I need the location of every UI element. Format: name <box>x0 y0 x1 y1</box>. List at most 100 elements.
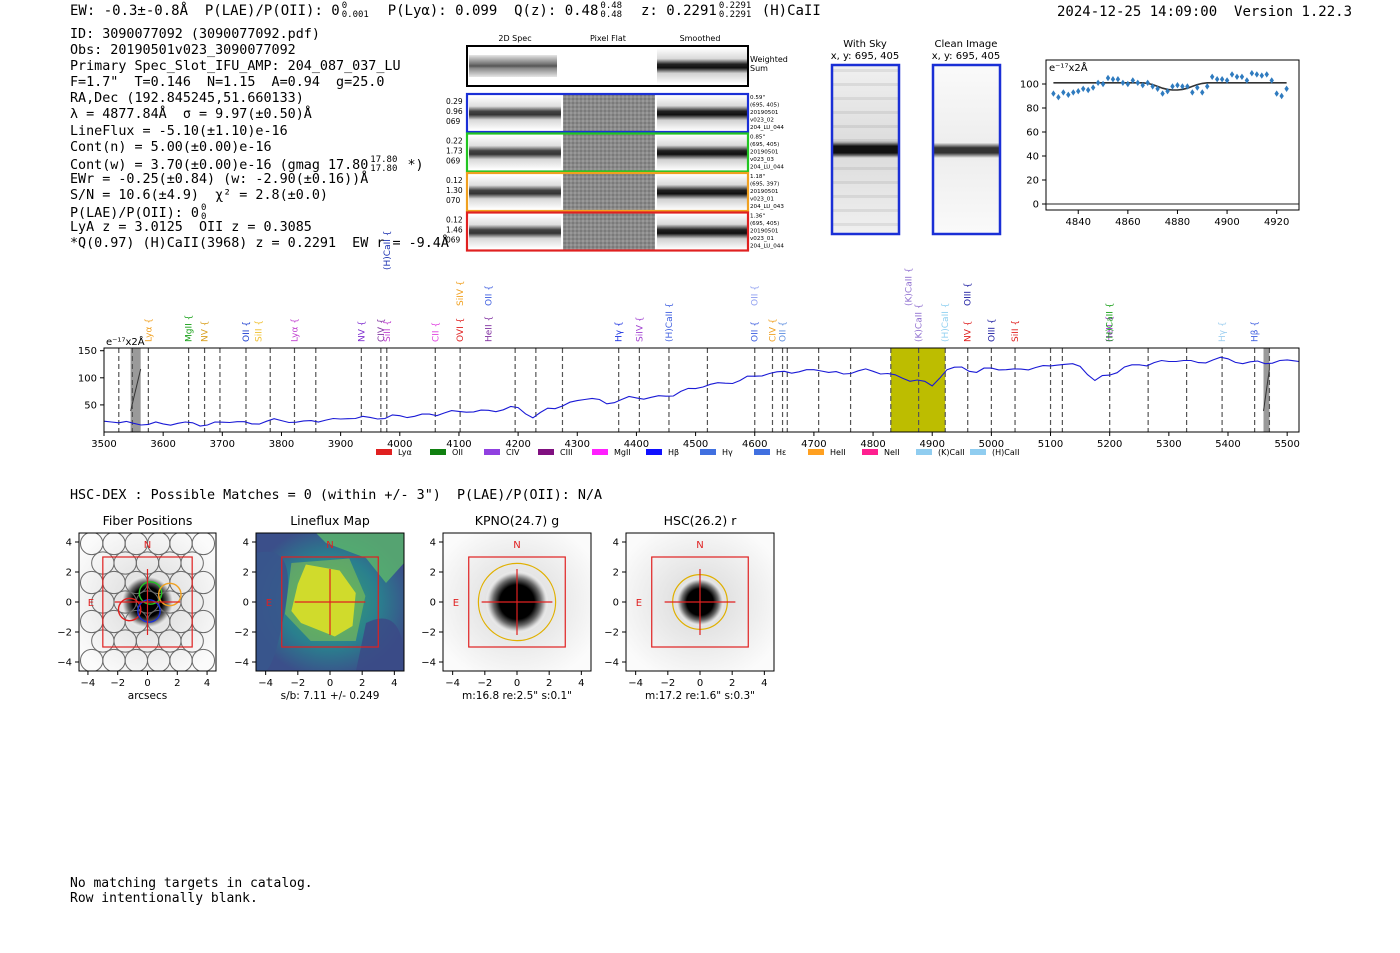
emission-line-label: SiIV { <box>635 316 645 342</box>
cutout-left-value: 1.30 <box>446 186 463 195</box>
panel-ytick-label: −4 <box>421 658 436 669</box>
panel-ytick-label: 2 <box>243 568 249 579</box>
spectrum-xtick-label: 4500 <box>683 439 708 450</box>
info-contn: Cont(n) = 5.00(±0.00)e-16 <box>70 139 272 155</box>
zoom-data-point <box>1051 90 1056 97</box>
cutout-right-meta: v023_02 <box>750 118 774 124</box>
footer-line2: Row intentionally blank. <box>70 891 258 906</box>
spectrum-xtick-label: 4000 <box>387 439 412 450</box>
search-box <box>281 556 379 648</box>
lineflux-peak-region <box>291 564 356 637</box>
cutout-right-meta: v023_01 <box>750 236 774 242</box>
panel-xtick-label: 4 <box>761 678 767 689</box>
legend-swatch <box>646 449 662 455</box>
emission-line-label: Hβ { <box>1251 321 1261 342</box>
cutout-right-meta: v023_01 <box>750 197 774 203</box>
header-summary: EW: -0.3±-0.8Å P(LAE)/P(OII): 0 0 0.001 P(… <box>70 2 821 20</box>
spectrum-xtick-label: 4600 <box>742 439 767 450</box>
plae-value: P(LAE)/P(OII): 0 <box>204 3 340 19</box>
zoom-data-point <box>1209 73 1215 80</box>
detection-info: ID: 3090077092 (3090077092.pdf) Obs: 201… <box>70 27 449 252</box>
north-label: N <box>326 540 333 551</box>
cutout-left-value: 0.12 <box>446 176 463 185</box>
emission-line-label: NV { <box>964 321 974 342</box>
withsky-coords: x, y: 695, 405 <box>831 51 900 62</box>
zoom-data-point <box>1071 89 1076 96</box>
plya-value: P(Lyα): 0.099 <box>387 3 498 19</box>
legend-swatch <box>916 449 932 455</box>
col-header-smoothed: Smoothed <box>680 34 721 43</box>
cutout-right-meta: 20190501 <box>750 189 779 195</box>
panel-ytick-label: −4 <box>57 658 72 669</box>
imaging-panel: Fiber Positions N E −4 −4 −2 −2 0 0 2 2 4 4 arcsecs <box>57 513 217 702</box>
east-label: E <box>453 598 459 609</box>
cutout-right-meta: 1.36" <box>750 214 765 220</box>
east-label: E <box>266 598 272 609</box>
timestamp: 2024-12-25 14:09:00 <box>1057 4 1218 20</box>
legend-label: Hβ <box>668 448 679 457</box>
legend-swatch <box>970 449 986 455</box>
legend-swatch <box>700 449 716 455</box>
spectrum-xtick-label: 5100 <box>1038 439 1063 450</box>
legend-swatch <box>862 449 878 455</box>
zoom-ytick-label: 60 <box>1026 128 1039 139</box>
weighted-label: Weighted <box>750 55 788 64</box>
imaging-panel: Lineflux Map N E −4 −4 −2 −2 0 0 2 2 4 4 s/b: 7.11 +/… <box>234 513 405 702</box>
contw-sup: 17.80 <box>370 154 398 165</box>
fiber-highlight <box>138 581 163 605</box>
panel-caption: arcsecs <box>128 690 167 702</box>
clean-title: Clean Image <box>935 39 998 50</box>
emission-line-label: HeII { <box>1106 316 1116 342</box>
zoom-data-point <box>1264 71 1269 78</box>
spectrum-xtick-label: 4100 <box>446 439 471 450</box>
plae2-sub: 0 <box>201 212 207 223</box>
panel-title: KPNO(24.7) g <box>475 513 559 528</box>
zoom-xtick-label: 4920 <box>1264 217 1289 228</box>
zoom-data-point <box>1160 90 1165 97</box>
panel-title: Lineflux Map <box>290 513 370 528</box>
zoom-data-point <box>1076 88 1081 95</box>
clean-coords: x, y: 695, 405 <box>932 51 1001 62</box>
imaging-panel: KPNO(24.7) g N E −4 −4 −2 −2 0 0 2 2 4 4 m:16.8 re:2.… <box>421 513 592 702</box>
cutout-right-meta: 204_LU_044 <box>750 125 784 131</box>
cutout-2dspec <box>469 96 561 130</box>
panel-ytick-label: −4 <box>604 658 619 669</box>
legend-label: CIV <box>506 448 520 457</box>
z-value: z: 0.2291 <box>640 3 717 19</box>
zoom-data-point <box>1170 83 1175 90</box>
emission-line-label: OVI { <box>456 318 466 342</box>
emission-line-label: OII { <box>779 321 789 342</box>
withsky-frame <box>830 63 901 236</box>
weighted-smoothed <box>657 48 747 84</box>
panel-xtick-label: −4 <box>81 678 96 689</box>
cutout-left-value: 069 <box>446 117 461 126</box>
legend-label: (H)CaII <box>992 448 1019 457</box>
legend-label: Lyα <box>398 448 412 457</box>
emission-line-label: CII { <box>431 322 441 342</box>
sky-panels: With Sky x, y: 695, 405 Clean Image x, y… <box>830 39 1002 236</box>
info-sn: S/N = 10.6(±4.9) χ² = 2.8(±0.0) <box>70 187 328 203</box>
info-params: F=1.7" T=0.146 N=1.15 A=0.94 g=25.0 <box>70 75 385 91</box>
cutout-2dspec <box>469 135 561 170</box>
legend-swatch <box>754 449 770 455</box>
cutout-right-meta: 20190501 <box>750 150 779 156</box>
fiber-circle <box>191 648 216 671</box>
zoom-data-point <box>1095 79 1101 86</box>
fiber-highlight <box>137 599 161 623</box>
zoom-data-point <box>1180 83 1185 90</box>
fiber-highlight <box>157 582 182 607</box>
withsky-title: With Sky <box>843 39 887 50</box>
emission-line-label: NV { <box>357 321 367 342</box>
spectrum-xtick-label: 5000 <box>979 439 1004 450</box>
panel-caption: m:17.2 re:1.6" s:0.3" <box>645 690 755 702</box>
version: Version 1.22.3 <box>1234 4 1353 20</box>
panel-xtick-label: 4 <box>578 678 584 689</box>
cutout-pixelflat <box>563 95 655 131</box>
zoom-fit-line <box>1053 82 1287 91</box>
spectrum-ylabel: e⁻¹⁷x2Å <box>106 335 145 348</box>
panel-xtick-label: 4 <box>391 678 397 689</box>
plae-sub: 0.001 <box>341 10 369 20</box>
emission-line-label: (H)CaII { <box>383 231 393 271</box>
panel-ytick-label: 0 <box>430 598 436 609</box>
cutout-left-value: 069 <box>446 157 461 166</box>
